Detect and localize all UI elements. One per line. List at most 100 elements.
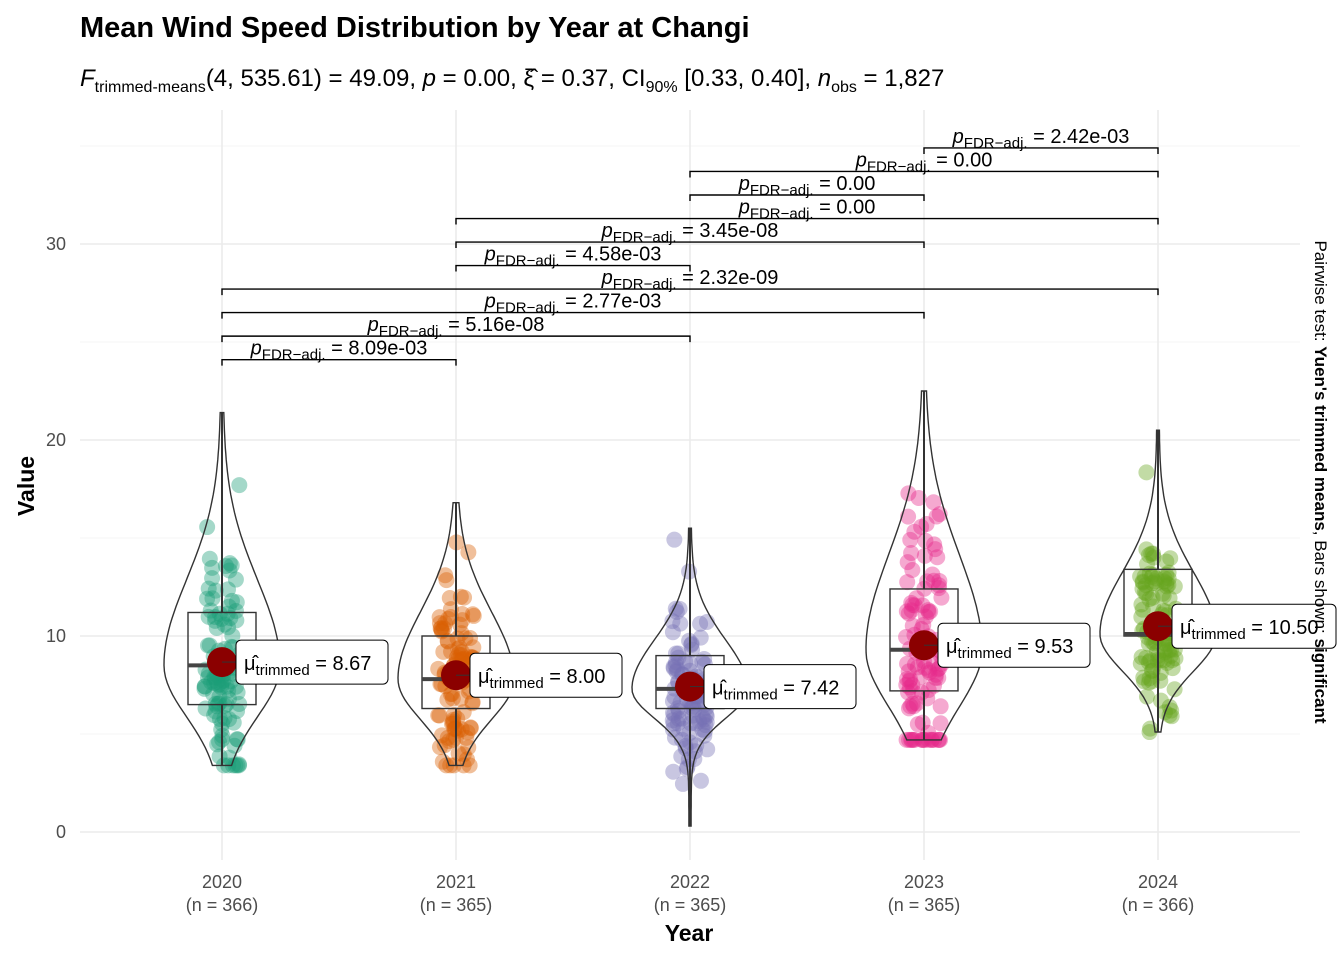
x-tick-label: 2021 <box>436 872 476 892</box>
data-point <box>204 590 221 607</box>
mean-label-2021: μ̂trimmed = 8.00 <box>456 652 623 698</box>
bracket-2022-2024: pFDR−adj. = 0.00 <box>689 149 1159 178</box>
data-point <box>1133 596 1150 613</box>
data-point <box>1145 598 1162 615</box>
data-point <box>1156 573 1173 590</box>
data-point <box>696 727 713 744</box>
bracket-p-label: pFDR−adj. = 2.42e-03 <box>952 126 1130 152</box>
data-point <box>692 772 709 789</box>
data-point <box>430 707 447 724</box>
data-point <box>665 658 682 675</box>
data-point <box>902 671 919 688</box>
data-point <box>1152 652 1169 669</box>
data-point <box>220 598 237 615</box>
data-point <box>927 666 944 683</box>
bracket-line <box>689 170 1159 178</box>
data-point <box>216 709 233 726</box>
data-point <box>930 669 947 686</box>
data-point <box>926 677 943 694</box>
data-point <box>1148 643 1165 660</box>
data-point <box>921 664 938 681</box>
data-point <box>196 678 213 695</box>
data-point <box>454 605 471 622</box>
data-point <box>1138 649 1155 666</box>
data-point <box>1138 585 1155 602</box>
data-point <box>444 690 461 707</box>
data-point <box>674 775 691 792</box>
data-point <box>440 610 457 627</box>
data-point <box>441 590 458 607</box>
bracket-p-label: pFDR−adj. = 2.77e-03 <box>484 291 662 317</box>
data-point <box>433 622 450 639</box>
data-point <box>1140 674 1157 691</box>
data-point <box>910 490 927 507</box>
data-point <box>460 544 477 561</box>
data-point <box>1142 652 1159 669</box>
data-point <box>1134 573 1151 590</box>
data-point <box>932 698 949 715</box>
data-point <box>913 518 930 535</box>
bracket-2021-2023: pFDR−adj. = 3.45e-08 <box>455 220 925 249</box>
y-tick-label: 20 <box>46 430 66 450</box>
data-point <box>465 639 482 656</box>
data-point <box>221 562 238 579</box>
data-point <box>459 724 476 741</box>
group-2023: μ̂trimmed = 9.53 <box>865 390 1091 748</box>
data-point <box>904 676 921 693</box>
data-point <box>204 570 221 587</box>
data-point <box>899 574 916 591</box>
data-point <box>199 669 216 686</box>
data-point <box>454 612 471 629</box>
data-point <box>1143 673 1160 690</box>
mean-label-2022: μ̂trimmed = 7.42 <box>690 664 857 710</box>
data-point <box>231 756 248 773</box>
data-point <box>920 602 937 619</box>
data-point <box>211 734 228 751</box>
data-point <box>900 663 917 680</box>
x-axis: 2020 (n = 366) 2021 (n = 365) 2022 (n = 365) 2… <box>186 872 1195 915</box>
y-axis-title: Value <box>13 456 39 516</box>
data-point <box>917 608 934 625</box>
data-point <box>206 675 223 692</box>
data-point <box>196 678 213 695</box>
data-point <box>922 603 939 620</box>
bracket-line <box>221 311 925 319</box>
data-point <box>917 532 934 549</box>
data-point <box>1144 575 1161 592</box>
y-tick-label: 0 <box>56 822 66 842</box>
data-point <box>213 679 230 696</box>
data-point <box>687 715 704 732</box>
data-point <box>908 590 925 607</box>
data-point <box>1140 547 1157 564</box>
data-point <box>220 682 237 699</box>
data-point <box>904 617 921 634</box>
data-point <box>913 684 930 701</box>
mean-label-box <box>703 664 857 710</box>
data-point <box>928 508 945 525</box>
data-point <box>1167 650 1184 667</box>
mean-label-box <box>469 652 623 698</box>
data-point <box>1141 670 1158 687</box>
data-point <box>673 710 690 727</box>
data-point <box>927 541 944 558</box>
bracket-p-label: pFDR−adj. = 5.16e-08 <box>367 314 545 340</box>
data-point <box>684 707 701 724</box>
data-point <box>667 654 684 671</box>
data-point <box>445 711 462 728</box>
data-point <box>1148 570 1165 587</box>
data-point <box>933 589 950 606</box>
data-point <box>1155 587 1172 604</box>
data-point <box>211 710 228 727</box>
data-point <box>445 713 462 730</box>
data-point <box>439 632 456 649</box>
data-point <box>664 693 681 710</box>
data-point <box>225 714 242 731</box>
data-point <box>666 531 683 548</box>
data-point <box>900 508 917 525</box>
data-point <box>696 722 713 739</box>
data-point <box>207 582 224 599</box>
data-point <box>932 715 949 732</box>
x-tick-label: 2022 <box>670 872 710 892</box>
